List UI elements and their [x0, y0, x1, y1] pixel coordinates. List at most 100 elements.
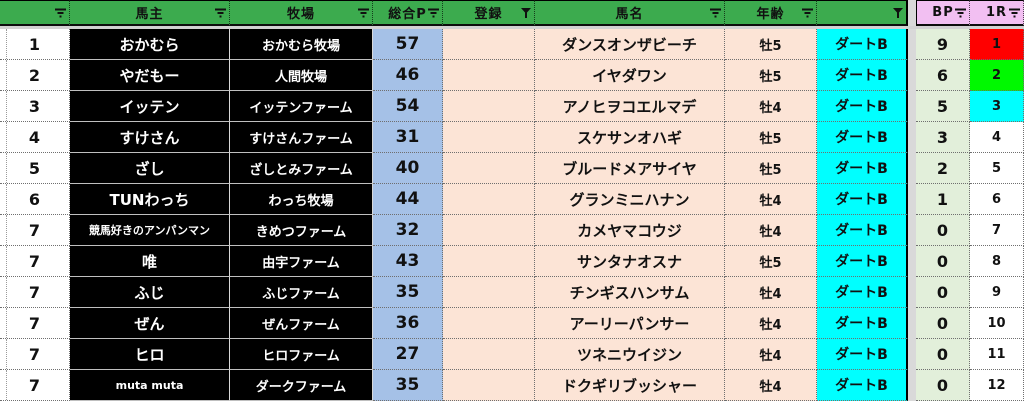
rank-cell[interactable]: 5 — [0, 153, 70, 184]
bp-cell[interactable]: 3 — [916, 122, 970, 153]
owner-cell[interactable]: すけさん — [70, 122, 230, 153]
r1-cell[interactable]: 10 — [970, 308, 1024, 339]
entry-cell[interactable] — [443, 277, 535, 308]
filter-dropdown-icon[interactable] — [1009, 8, 1020, 17]
rank-cell[interactable]: 6 — [0, 184, 70, 215]
farm-cell[interactable]: ヒロファーム — [230, 339, 373, 370]
age-cell[interactable]: 牡4 — [725, 339, 817, 370]
age-cell[interactable]: 牡4 — [725, 184, 817, 215]
bp-cell[interactable]: 0 — [916, 370, 970, 401]
horse-cell[interactable]: チンギスハンサム — [535, 277, 725, 308]
grade-cell[interactable]: ダートB — [817, 339, 908, 370]
total_p-cell[interactable]: 44 — [373, 184, 443, 215]
farm-cell[interactable]: ぜんファーム — [230, 308, 373, 339]
owner-cell[interactable]: ヒロ — [70, 339, 230, 370]
horse-cell[interactable]: サンタナオスナ — [535, 246, 725, 277]
total_p-cell[interactable]: 46 — [373, 60, 443, 91]
farm-cell[interactable]: わっち牧場 — [230, 184, 373, 215]
total_p-cell[interactable]: 27 — [373, 339, 443, 370]
owner-cell[interactable]: 唯 — [70, 246, 230, 277]
total_p-cell[interactable]: 57 — [373, 29, 443, 60]
header-horse[interactable]: 馬名 — [535, 0, 725, 26]
entry-cell[interactable] — [443, 91, 535, 122]
age-cell[interactable]: 牡5 — [725, 29, 817, 60]
total_p-cell[interactable]: 54 — [373, 91, 443, 122]
bp-cell[interactable]: 0 — [916, 215, 970, 246]
r1-cell[interactable]: 12 — [970, 370, 1024, 401]
total_p-cell[interactable]: 36 — [373, 308, 443, 339]
grade-cell[interactable]: ダートB — [817, 184, 908, 215]
r1-cell[interactable]: 5 — [970, 153, 1024, 184]
r1-cell[interactable]: 8 — [970, 246, 1024, 277]
farm-cell[interactable]: すけさんファーム — [230, 122, 373, 153]
total_p-cell[interactable]: 35 — [373, 370, 443, 401]
header-r1[interactable]: 1R — [970, 0, 1024, 26]
rank-cell[interactable]: 7 — [0, 370, 70, 401]
horse-cell[interactable]: ドクギリブッシャー — [535, 370, 725, 401]
farm-cell[interactable]: きめつファーム — [230, 215, 373, 246]
r1-cell[interactable]: 6 — [970, 184, 1024, 215]
farm-cell[interactable]: おかむら牧場 — [230, 29, 373, 60]
grade-cell[interactable]: ダートB — [817, 215, 908, 246]
entry-cell[interactable] — [443, 184, 535, 215]
owner-cell[interactable]: TUNわっち — [70, 184, 230, 215]
owner-cell[interactable]: やだもー — [70, 60, 230, 91]
horse-cell[interactable]: スケサンオハギ — [535, 122, 725, 153]
r1-cell[interactable]: 1 — [970, 29, 1024, 60]
entry-cell[interactable] — [443, 29, 535, 60]
entry-cell[interactable] — [443, 246, 535, 277]
horse-cell[interactable]: ダンスオンザビーチ — [535, 29, 725, 60]
grade-cell[interactable]: ダートB — [817, 277, 908, 308]
filter-dropdown-icon[interactable] — [955, 8, 966, 17]
owner-cell[interactable]: ざし — [70, 153, 230, 184]
header-age[interactable]: 年齢 — [725, 0, 817, 26]
horse-cell[interactable]: グランミニハナン — [535, 184, 725, 215]
total_p-cell[interactable]: 43 — [373, 246, 443, 277]
filter-dropdown-icon[interactable] — [358, 8, 369, 17]
entry-cell[interactable] — [443, 339, 535, 370]
grade-cell[interactable]: ダートB — [817, 153, 908, 184]
grade-cell[interactable]: ダートB — [817, 370, 908, 401]
entry-cell[interactable] — [443, 60, 535, 91]
age-cell[interactable]: 牡4 — [725, 370, 817, 401]
owner-cell[interactable]: ぜん — [70, 308, 230, 339]
bp-cell[interactable]: 5 — [916, 91, 970, 122]
grade-cell[interactable]: ダートB — [817, 60, 908, 91]
header-farm[interactable]: 牧場 — [230, 0, 373, 26]
age-cell[interactable]: 牡5 — [725, 60, 817, 91]
header-owner[interactable]: 馬主 — [70, 0, 230, 26]
rank-cell[interactable]: 7 — [0, 215, 70, 246]
bp-cell[interactable]: 2 — [916, 153, 970, 184]
total_p-cell[interactable]: 32 — [373, 215, 443, 246]
entry-cell[interactable] — [443, 153, 535, 184]
horse-cell[interactable]: アーリーパンサー — [535, 308, 725, 339]
owner-cell[interactable]: ふじ — [70, 277, 230, 308]
age-cell[interactable]: 牡4 — [725, 308, 817, 339]
horse-cell[interactable]: ツネニウイジン — [535, 339, 725, 370]
total_p-cell[interactable]: 35 — [373, 277, 443, 308]
grade-cell[interactable]: ダートB — [817, 29, 908, 60]
rank-cell[interactable]: 7 — [0, 308, 70, 339]
grade-cell[interactable]: ダートB — [817, 91, 908, 122]
horse-cell[interactable]: カメヤマコウジ — [535, 215, 725, 246]
header-rank[interactable] — [0, 0, 70, 26]
entry-cell[interactable] — [443, 370, 535, 401]
farm-cell[interactable]: 由宇ファーム — [230, 246, 373, 277]
filter-dropdown-icon[interactable] — [55, 8, 66, 17]
r1-cell[interactable]: 3 — [970, 91, 1024, 122]
owner-cell[interactable]: 競馬好きのアンパンマン — [70, 215, 230, 246]
grade-cell[interactable]: ダートB — [817, 122, 908, 153]
horse-cell[interactable]: ブルードメアサイヤ — [535, 153, 725, 184]
header-entry[interactable]: 登録 — [443, 0, 535, 26]
farm-cell[interactable]: 人間牧場 — [230, 60, 373, 91]
filter-funnel-icon[interactable] — [521, 7, 531, 18]
rank-cell[interactable]: 1 — [0, 29, 70, 60]
age-cell[interactable]: 牡4 — [725, 277, 817, 308]
header-bp[interactable]: BP — [916, 0, 970, 26]
age-cell[interactable]: 牡5 — [725, 122, 817, 153]
bp-cell[interactable]: 1 — [916, 184, 970, 215]
age-cell[interactable]: 牡5 — [725, 246, 817, 277]
entry-cell[interactable] — [443, 215, 535, 246]
rank-cell[interactable]: 7 — [0, 277, 70, 308]
farm-cell[interactable]: ふじファーム — [230, 277, 373, 308]
